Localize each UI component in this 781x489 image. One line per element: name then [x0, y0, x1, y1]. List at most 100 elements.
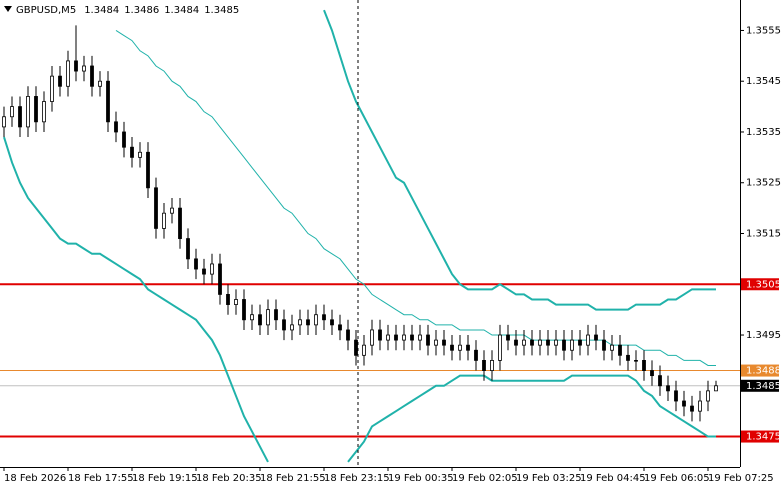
candle-body [522, 339, 526, 346]
candle-body [466, 344, 470, 351]
candle-body [330, 319, 334, 326]
candle-body [122, 131, 126, 148]
candle-body [546, 339, 550, 346]
candle-body [658, 375, 662, 387]
candle-body [218, 263, 222, 295]
candle-body [642, 360, 646, 371]
candle-body [2, 116, 6, 128]
candle-body [346, 329, 350, 341]
band-line [3, 136, 269, 463]
bid-label: 1.3485 [746, 381, 781, 392]
candle-body [18, 106, 22, 128]
candle-body [250, 314, 254, 321]
candle-body [66, 60, 70, 87]
candle-body [618, 344, 622, 356]
candle-body [442, 339, 446, 346]
candle-body [362, 344, 366, 356]
candle-body [602, 339, 606, 351]
y-tick-label: 1.3515 [746, 229, 781, 240]
candle-body [634, 360, 638, 362]
candle-body [50, 75, 54, 102]
level-label-box [741, 364, 779, 377]
candle-body [514, 339, 518, 346]
x-tick-label: 18 Feb 19:15 [132, 473, 198, 484]
candle-body [450, 344, 454, 351]
candle-body [402, 334, 406, 341]
candle-body [562, 339, 566, 351]
candle-body [434, 339, 438, 346]
candle-body [338, 324, 342, 331]
candle-body [690, 405, 694, 412]
candle-body [386, 334, 390, 341]
candle-body [170, 207, 174, 214]
candle-body [42, 101, 46, 123]
candle-body [378, 329, 382, 341]
last-open: 1.3484 [84, 5, 119, 16]
x-tick-label: 19 Feb 03:25 [516, 473, 582, 484]
candle-body [650, 370, 654, 377]
candle-body [594, 334, 598, 341]
candle-body [138, 151, 142, 158]
x-tick-label: 18 Feb 21:55 [260, 473, 326, 484]
candle-body [90, 65, 94, 87]
x-tick-label: 18 Feb 2026 [4, 473, 66, 484]
candle-body [498, 334, 502, 361]
last-low: 1.3484 [164, 5, 199, 16]
candle-body [282, 319, 286, 331]
candle-body [370, 329, 374, 346]
candle-body [154, 187, 158, 229]
x-tick-label: 19 Feb 04:45 [580, 473, 646, 484]
candle-body [10, 106, 14, 118]
candle-body [258, 314, 262, 326]
x-tick-label: 18 Feb 23:15 [324, 473, 390, 484]
x-tick-label: 19 Feb 02:05 [452, 473, 518, 484]
candle-body [394, 334, 398, 341]
candle-body [682, 400, 686, 407]
level-label-box [741, 430, 779, 443]
band-line [347, 374, 716, 463]
y-tick-label: 1.3495 [746, 330, 781, 341]
candle-body [266, 309, 270, 326]
y-tick-label: 1.3525 [746, 178, 781, 189]
candle-body [306, 319, 310, 326]
candle-body [706, 390, 710, 402]
x-tick-label: 19 Feb 06:05 [644, 473, 710, 484]
candle-body [290, 324, 294, 331]
candle-body [426, 334, 430, 346]
candle-body [178, 207, 182, 239]
candle-body [98, 80, 102, 87]
candle-body [674, 390, 678, 402]
candle-body [554, 339, 558, 346]
candle-body [458, 344, 462, 351]
candle-body [226, 294, 230, 305]
y-tick-label: 1.3535 [746, 127, 781, 138]
candle-body [274, 309, 278, 321]
candle-body [530, 339, 534, 346]
bid-label-box [741, 379, 779, 392]
menu-arrow[interactable] [4, 6, 12, 12]
candle-body [666, 385, 670, 392]
last-high: 1.3486 [124, 5, 159, 16]
candle-body [586, 334, 590, 346]
level-label: 1.3475 [746, 432, 781, 443]
candle-body [506, 334, 510, 341]
level-label-box [741, 278, 779, 291]
candle-body [186, 238, 190, 260]
y-tick-label: 1.3555 [746, 25, 781, 36]
candle-body [242, 299, 246, 321]
candle-body [418, 334, 422, 341]
x-tick-label: 18 Feb 20:35 [196, 473, 262, 484]
y-tick-label: 1.3545 [746, 76, 781, 87]
candle-body [482, 360, 486, 371]
candle-body [58, 75, 62, 87]
candle-body [194, 258, 198, 270]
plot-area [0, 9, 740, 463]
candle-body [322, 314, 326, 321]
candle-body [474, 349, 478, 361]
candle-body [538, 339, 542, 346]
candle-body [114, 121, 118, 133]
candle-body [610, 344, 614, 351]
candle-body [354, 339, 358, 356]
candle-body [130, 146, 134, 158]
